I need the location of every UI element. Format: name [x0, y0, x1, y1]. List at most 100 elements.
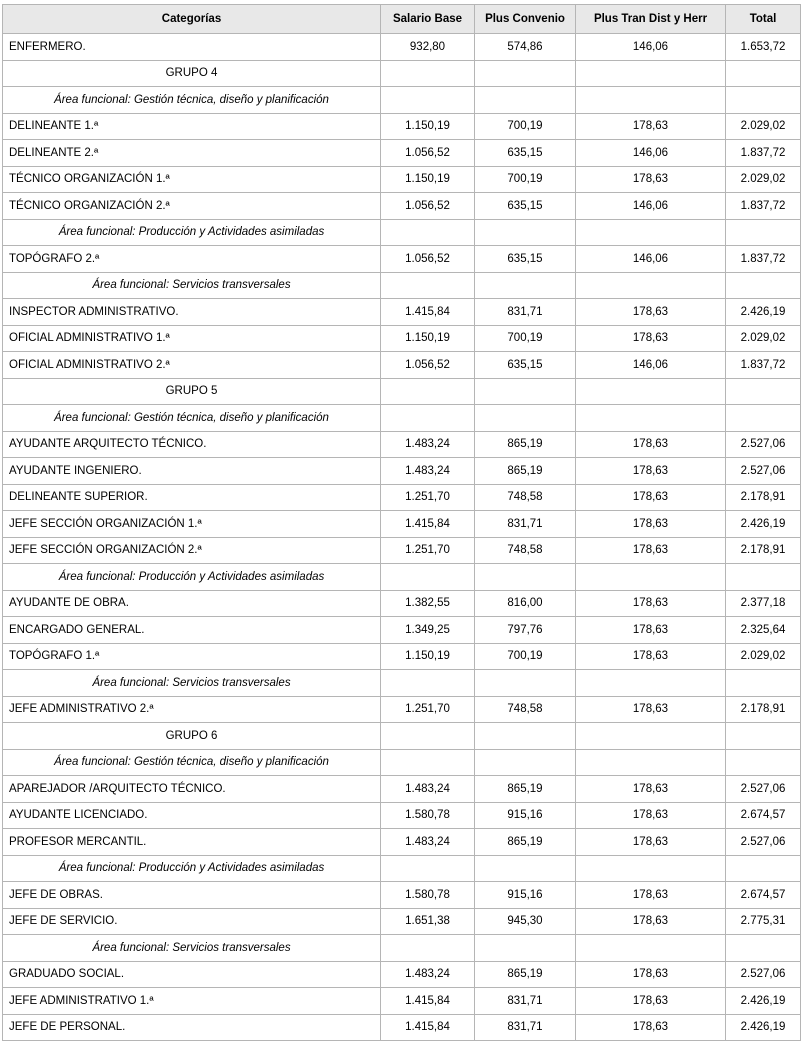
- table-header-row: Categorías Salario Base Plus Convenio Pl…: [2, 4, 801, 34]
- category-cell: GRADUADO SOCIAL.: [2, 960, 381, 988]
- column-header-total: Total: [725, 4, 801, 34]
- table-row: Área funcional: Gestión técnica, diseño …: [2, 86, 801, 114]
- salario-base-cell: 1.483,24: [380, 457, 475, 485]
- plus-tran-cell: 178,63: [575, 616, 726, 644]
- category-cell: ENFERMERO.: [2, 33, 381, 61]
- category-cell: INSPECTOR ADMINISTRATIVO.: [2, 298, 381, 326]
- plus-convenio-cell: 635,15: [474, 139, 576, 167]
- empty-cell: [380, 748, 475, 776]
- plus-tran-cell: 178,63: [575, 536, 726, 564]
- empty-cell: [474, 59, 576, 87]
- empty-cell: [725, 377, 801, 405]
- empty-cell: [380, 722, 475, 750]
- salario-base-cell: 1.150,19: [380, 112, 475, 140]
- table-row: ENCARGADO GENERAL. 1.349,25 797,76 178,63 2.…: [2, 616, 801, 644]
- category-cell: DELINEANTE SUPERIOR.: [2, 483, 381, 511]
- total-cell: 2.178,91: [725, 695, 801, 723]
- table-row: DELINEANTE 1.ª 1.150,19 700,19 178,63 2.029,…: [2, 112, 801, 140]
- table-row: Área funcional: Gestión técnica, diseño …: [2, 404, 801, 432]
- salario-base-cell: 1.415,84: [380, 298, 475, 326]
- table-row: Área funcional: Producción y Actividades…: [2, 563, 801, 591]
- table-row: AYUDANTE INGENIERO. 1.483,24 865,19 178,63 2…: [2, 457, 801, 485]
- table-row: JEFE DE SERVICIO. 1.651,38 945,30 178,63 2.7…: [2, 907, 801, 935]
- category-cell: AYUDANTE INGENIERO.: [2, 457, 381, 485]
- table-row: JEFE SECCIÓN ORGANIZACIÓN 2.ª 1.251,70 748…: [2, 536, 801, 564]
- category-cell: JEFE DE PERSONAL.: [2, 1013, 381, 1041]
- area-header-cell: Área funcional: Producción y Actividades…: [2, 854, 381, 882]
- group-header-cell: GRUPO 6: [2, 722, 381, 750]
- column-header-categorias: Categorías: [2, 4, 381, 34]
- empty-cell: [575, 377, 726, 405]
- category-cell: JEFE DE SERVICIO.: [2, 907, 381, 935]
- plus-convenio-cell: 831,71: [474, 987, 576, 1015]
- total-cell: 2.178,91: [725, 483, 801, 511]
- salario-base-cell: 1.349,25: [380, 616, 475, 644]
- plus-tran-cell: 178,63: [575, 324, 726, 352]
- empty-cell: [725, 934, 801, 962]
- empty-cell: [380, 218, 475, 246]
- total-cell: 1.837,72: [725, 245, 801, 273]
- table-row: JEFE SECCIÓN ORGANIZACIÓN 1.ª 1.415,84 831…: [2, 510, 801, 538]
- category-cell: JEFE ADMINISTRATIVO 2.ª: [2, 695, 381, 723]
- empty-cell: [474, 669, 576, 697]
- plus-tran-cell: 178,63: [575, 801, 726, 829]
- table-row: GRUPO 5: [2, 377, 801, 405]
- category-cell: ENCARGADO GENERAL.: [2, 616, 381, 644]
- empty-cell: [725, 748, 801, 776]
- total-cell: 2.426,19: [725, 987, 801, 1015]
- plus-convenio-cell: 748,58: [474, 536, 576, 564]
- empty-cell: [380, 271, 475, 299]
- salario-base-cell: 1.415,84: [380, 1013, 475, 1041]
- plus-tran-cell: 178,63: [575, 775, 726, 803]
- empty-cell: [725, 563, 801, 591]
- empty-cell: [474, 934, 576, 962]
- salario-base-cell: 1.483,24: [380, 828, 475, 856]
- empty-cell: [725, 854, 801, 882]
- plus-tran-cell: 178,63: [575, 483, 726, 511]
- plus-tran-cell: 178,63: [575, 828, 726, 856]
- table-row: Área funcional: Servicios transversales: [2, 271, 801, 299]
- empty-cell: [725, 404, 801, 432]
- table-row: JEFE ADMINISTRATIVO 1.ª 1.415,84 831,71 178…: [2, 987, 801, 1015]
- table-row: Área funcional: Producción y Actividades…: [2, 854, 801, 882]
- plus-convenio-cell: 700,19: [474, 324, 576, 352]
- salario-base-cell: 1.251,70: [380, 536, 475, 564]
- plus-tran-cell: 178,63: [575, 695, 726, 723]
- plus-tran-cell: 178,63: [575, 510, 726, 538]
- empty-cell: [575, 722, 726, 750]
- area-header-cell: Área funcional: Gestión técnica, diseño …: [2, 404, 381, 432]
- plus-tran-cell: 178,63: [575, 589, 726, 617]
- category-cell: DELINEANTE 2.ª: [2, 139, 381, 167]
- table-row: AYUDANTE ARQUITECTO TÉCNICO. 1.483,24 865,…: [2, 430, 801, 458]
- empty-cell: [380, 377, 475, 405]
- plus-tran-cell: 146,06: [575, 33, 726, 61]
- total-cell: 1.837,72: [725, 192, 801, 220]
- empty-cell: [725, 271, 801, 299]
- plus-convenio-cell: 635,15: [474, 192, 576, 220]
- empty-cell: [474, 377, 576, 405]
- category-cell: TOPÓGRAFO 2.ª: [2, 245, 381, 273]
- plus-convenio-cell: 700,19: [474, 165, 576, 193]
- plus-convenio-cell: 865,19: [474, 430, 576, 458]
- plus-tran-cell: 178,63: [575, 430, 726, 458]
- salario-base-cell: 1.251,70: [380, 483, 475, 511]
- table-row: GRUPO 6: [2, 722, 801, 750]
- category-cell: JEFE SECCIÓN ORGANIZACIÓN 2.ª: [2, 536, 381, 564]
- salario-base-cell: 1.580,78: [380, 881, 475, 909]
- total-cell: 2.029,02: [725, 642, 801, 670]
- salario-base-cell: 1.580,78: [380, 801, 475, 829]
- plus-convenio-cell: 865,19: [474, 457, 576, 485]
- table-row: AYUDANTE DE OBRA. 1.382,55 816,00 178,63 2.3…: [2, 589, 801, 617]
- area-header-cell: Área funcional: Gestión técnica, diseño …: [2, 748, 381, 776]
- empty-cell: [474, 854, 576, 882]
- empty-cell: [575, 854, 726, 882]
- plus-tran-cell: 178,63: [575, 165, 726, 193]
- plus-convenio-cell: 700,19: [474, 642, 576, 670]
- plus-convenio-cell: 915,16: [474, 801, 576, 829]
- category-cell: OFICIAL ADMINISTRATIVO 2.ª: [2, 351, 381, 379]
- column-header-plus-convenio: Plus Convenio: [474, 4, 576, 34]
- plus-convenio-cell: 865,19: [474, 828, 576, 856]
- table-row: TOPÓGRAFO 2.ª 1.056,52 635,15 146,06 1.837,7…: [2, 245, 801, 273]
- empty-cell: [575, 271, 726, 299]
- plus-convenio-cell: 635,15: [474, 351, 576, 379]
